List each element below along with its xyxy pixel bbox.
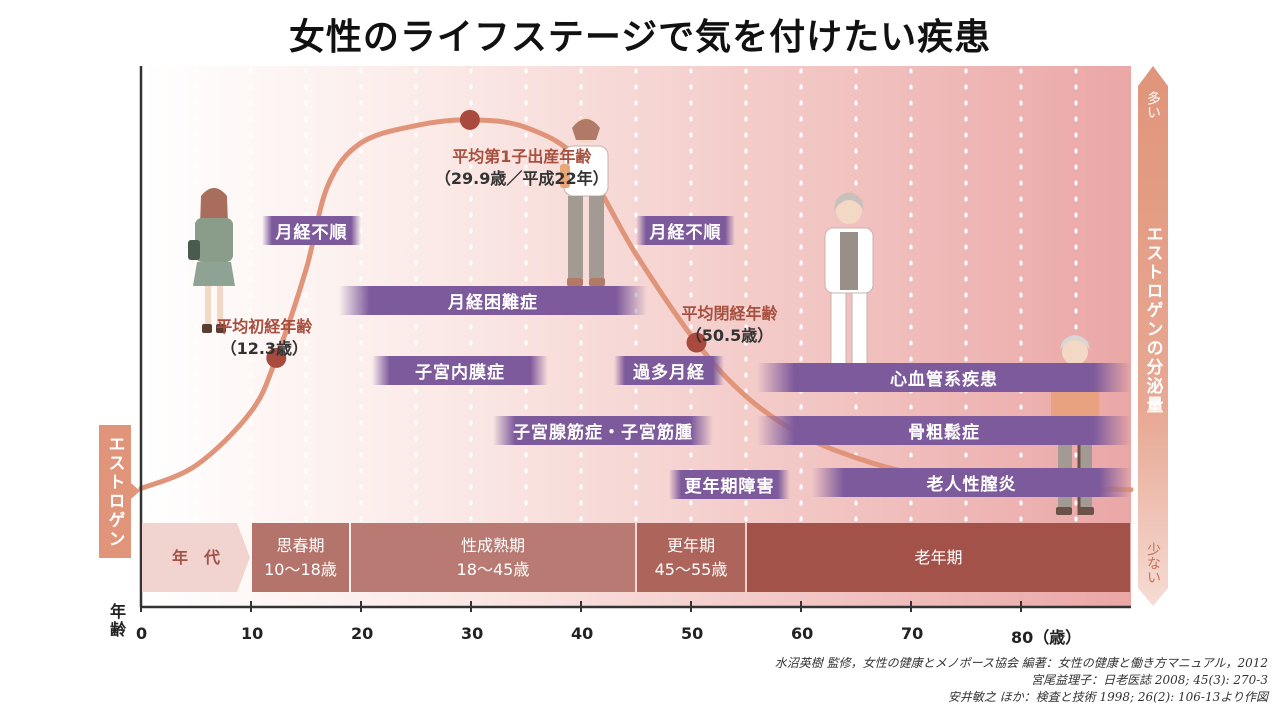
x-tick-label: 40 [571,624,594,643]
stage-range: 18〜45歳 [456,559,530,579]
stage-range: 10〜18歳 [264,559,337,579]
menarche-marker [266,347,287,368]
stage-bar: 更年期 45〜55歳 [637,523,745,592]
first-birth-value: （29.9歳／平成22年） [434,168,609,188]
first-birth-label: 平均第1子出産年齢 [452,146,592,166]
y-axis-label-arrow [131,483,140,499]
disease-bar: 心血管系疾患 [757,363,1131,392]
menopause-marker [686,332,707,353]
disease-label: 月経不順 [275,223,348,243]
right-axis-label: エストロゲンの分泌量 [1142,225,1163,415]
menopause-value: （50.5歳） [685,325,774,345]
disease-label: 月経困難症 [448,293,538,313]
disease-bar: 骨粗鬆症 [757,416,1131,445]
credit-line: 安井敏之 ほか：検査と技術 1998; 26(2): 106-13より作図 [947,690,1268,704]
disease-label: 骨粗鬆症 [908,423,980,443]
disease-bar: 子宮内膜症 [372,356,548,385]
disease-bar: 更年期障害 [669,470,790,499]
x-tick-label: 80（歳） [1011,628,1082,647]
credits: 水沼英樹 監修，女性の健康とメノポース協会 編著：女性の健康と働き方マニュアル，… [775,655,1268,705]
disease-bar: 過多月経 [614,356,724,385]
credit-line: 宮尾益理子：日老医誌 2008; 45(3): 270-3 [1031,673,1268,687]
stage-range: 45〜55歳 [654,559,728,579]
credit-line: 水沼英樹 監修，女性の健康とメノポース協会 編著：女性の健康と働き方マニュアル，… [774,656,1268,670]
menarche-value: （12.3歳） [220,338,309,358]
x-tick-label: 0 [136,624,148,643]
right-axis-top-label: 多い [1145,91,1161,119]
stage-bar: 性成熟期 18〜45歳 [351,523,635,592]
menopause-annotation: 平均閉経年齢 （50.5歳） [682,303,778,347]
x-axis-ticks [140,601,1022,612]
stage-era-label: 年 代 [142,523,250,592]
menopause-label: 平均閉経年齢 [681,303,778,323]
middle-aged-woman-figure [824,192,874,383]
stage-bar: 老年期 [747,523,1130,592]
menarche-label: 平均初経年齢 [216,316,313,336]
disease-label: 老人性膣炎 [926,475,1017,495]
y-axis-label: エストロゲン [99,425,131,558]
stage-name: 更年期 [666,535,715,555]
disease-bar: 老人性膣炎 [812,468,1131,497]
menarche-annotation: 平均初経年齢 （12.3歳） [216,316,312,360]
disease-label: 月経不順 [649,223,722,243]
disease-label: 心血管系疾患 [890,370,998,390]
plot-background [141,66,1131,606]
disease-bar: 月経困難症 [339,286,647,315]
teen-girl-figure [188,188,235,333]
disease-bar: 子宮腺筋症・子宮筋腫 [493,416,713,445]
stage-name: 年 代 [171,547,220,567]
disease-bar: 月経不順 [262,216,361,245]
stage-name: 思春期 [276,535,325,555]
x-tick-label: 50 [681,624,704,643]
disease-label: 過多月経 [633,363,705,383]
x-tick-label: 20 [351,624,374,643]
x-tick-label: 60 [791,624,814,643]
stage-name: 性成熟期 [460,535,525,555]
right-axis-bottom-label: 少ない [1145,542,1161,584]
disease-label: 子宮内膜症 [415,363,505,383]
event-markers [266,109,707,368]
x-tick-label: 10 [241,624,264,643]
x-tick-label: 30 [461,624,484,643]
right-axis-arrow [1138,66,1168,606]
stage-name: 老年期 [914,547,963,567]
x-axis-label: 年齢 [109,602,126,639]
x-tick-label: 70 [901,624,924,643]
chart-title: 女性のライフステージで気を付けたい疾患 [288,17,992,58]
disease-label: 更年期障害 [684,477,775,497]
first-birth-annotation: 平均第1子出産年齢 （29.9歳／平成22年） [435,146,609,190]
first-birth-marker [459,109,480,130]
stage-bar: 思春期 10〜18歳 [252,523,349,592]
disease-label: 子宮腺筋症・子宮筋腫 [513,423,693,443]
woman-figure [560,117,609,286]
disease-bar: 月経不順 [636,216,735,245]
